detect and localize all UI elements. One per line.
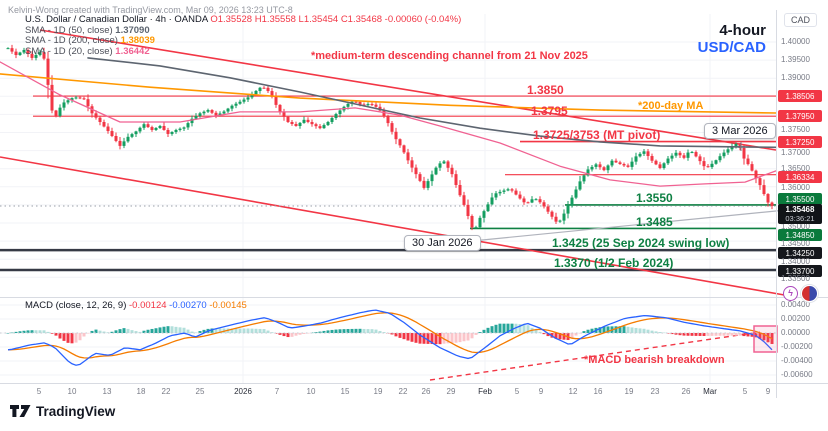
annotation-swing-low: 1.3425 (25 Sep 2024 swing low) [552,236,730,250]
current-price-label: 1.35468 03:36:21 [778,204,822,224]
macd-signal-value: -0.00145 [209,300,247,311]
sma50-label[interactable]: SMA - 1D (50, close) [25,24,113,36]
time-tick-label: 19 [373,387,383,396]
ohlc-high: H1.35558 [254,14,296,25]
timeframe-label: 4-hour [719,22,766,39]
time-tick-label: 25 [195,387,205,396]
price-tick-label: 1.37000 [781,148,810,157]
price-level-label: 1.37250 [778,136,822,148]
sma200-value: 1.38039 [120,35,155,46]
macd-title[interactable]: MACD (close, 12, 26, 9) [25,300,127,311]
price-tick-label: -0.00600 [781,370,813,379]
price-tick-label: 1.34000 [781,257,810,266]
time-tick-label: 29 [446,387,456,396]
time-tick-label: Mar [703,387,717,396]
price-tick-label: 1.34500 [781,239,810,248]
time-tick-label: 16 [593,387,603,396]
price-tick-label: 1.36000 [781,183,810,192]
time-tick-label: 5 [742,387,748,396]
price-tick-label: 1.33500 [781,274,810,283]
time-tick-label: 9 [538,387,544,396]
time-axis[interactable]: 5 10 13 18 22 25 2026 7 10 15 19 22 26 29 Feb 5 9 12 16 19 2… [0,384,776,399]
price-tick-label: 0.00200 [781,314,810,323]
price-level-label: 1.34250 [778,247,822,259]
price-level-label: 1.33700 [778,265,822,277]
ohlc-open: O1.35528 [210,14,253,25]
price-axis[interactable]: CAD 1.40000 1.39500 1.39000 1.38506 1.37950 1… [777,0,828,398]
time-tick-label: 23 [650,387,660,396]
time-tick-label: 9 [765,387,771,396]
flags-badge-icon[interactable] [801,285,818,302]
time-tick-label: 10 [67,387,77,396]
price-tick-label: 1.39500 [781,55,810,64]
annotation-level-13485: 1.3485 [636,215,673,229]
time-tick-label: 22 [398,387,408,396]
time-tick-label: 12 [568,387,578,396]
price-level-label: 1.35500 [778,193,822,205]
price-level-label: 1.36334 [778,171,822,183]
time-tick-label: 13 [102,387,112,396]
annotation-200day-ma: *200-day MA [638,100,704,112]
currency-axis-button[interactable]: CAD [784,13,818,27]
ohlc-close: C1.35468 [340,14,383,25]
symbol-legend: U.S. Dollar / Canadian Dollar · 4h · OAN… [25,14,462,57]
time-tick-label: 7 [274,387,280,396]
price-tick-label: -0.00200 [781,342,813,351]
annotation-level-13850: 1.3850 [527,83,564,97]
price-tick-label: 0.00000 [781,328,810,337]
symbol-label: USD/CAD [697,39,766,56]
time-tick-label: 22 [161,387,171,396]
sma20-label[interactable]: SMA - 1D (20, close) [25,45,113,57]
time-tick-label: 10 [306,387,316,396]
pair-watermark: 4-hour USD/CAD [698,22,766,56]
ohlc-low: L1.35454 [298,14,339,25]
date-callout-30-jan-2026[interactable]: 30 Jan 2026 [404,235,481,251]
price-level-label: 1.37950 [778,110,822,122]
time-tick-label: Feb [478,387,492,396]
creator-watermark: Kelvin-Wong created with TradingView.com… [8,5,293,15]
date-callout-3-mar-2026[interactable]: 3 Mar 2026 [704,123,776,139]
time-tick-label: 19 [624,387,634,396]
tradingview-logo[interactable]: TradingView [10,404,115,419]
sma200-label[interactable]: SMA - 1D (200, close) [25,35,118,46]
time-tick-label: 26 [421,387,431,396]
price-tick-label: 1.35000 [781,222,810,231]
time-tick-label: 5 [36,387,42,396]
annotation-mt-pivot: 1.3725/3753 (MT pivot) [533,128,661,142]
tradingview-logo-icon [10,405,31,417]
price-level-label: 1.34850 [778,229,822,241]
price-tick-label: 1.40000 [781,37,810,46]
time-tick-label: 26 [681,387,691,396]
time-tick-label: 2026 [234,387,252,396]
annotation-macd-breakdown: *MACD bearish breakdown [584,354,725,366]
price-tick-label: 0.00400 [781,300,810,309]
price-tick-label: 1.37500 [781,125,810,134]
sma50-value: 1.37090 [115,24,150,36]
price-tick-label: -0.00400 [781,356,813,365]
time-tick-label: 18 [136,387,146,396]
symbol-title[interactable]: U.S. Dollar / Canadian Dollar · 4h · OAN… [25,14,208,25]
idea-marker-icon[interactable]: ϟ [783,286,798,301]
ohlc-change: -0.00060 (-0.04%) [384,14,462,25]
macd-line-value: -0.00270 [169,300,207,311]
tradingview-logo-text: TradingView [36,404,116,419]
time-tick-label: 5 [514,387,520,396]
annotation-feb-2024: 1.3370 (1/2 Feb 2024) [554,256,674,270]
price-level-label: 1.38506 [778,90,822,102]
macd-legend: MACD (close, 12, 26, 9) -0.00124 -0.0027… [25,300,247,311]
time-tick-label: 15 [340,387,350,396]
annotation-level-13795: 1.3795 [531,104,568,118]
annotation-level-13550: 1.3550 [636,191,673,205]
price-tick-label: 1.36500 [781,164,810,173]
macd-hist-value: -0.00124 [129,300,167,311]
annotation-descending-channel: *medium-term descending channel from 21 … [311,50,588,62]
price-tick-label: 1.39000 [781,73,810,82]
sma20-value: 1.36442 [115,45,150,57]
